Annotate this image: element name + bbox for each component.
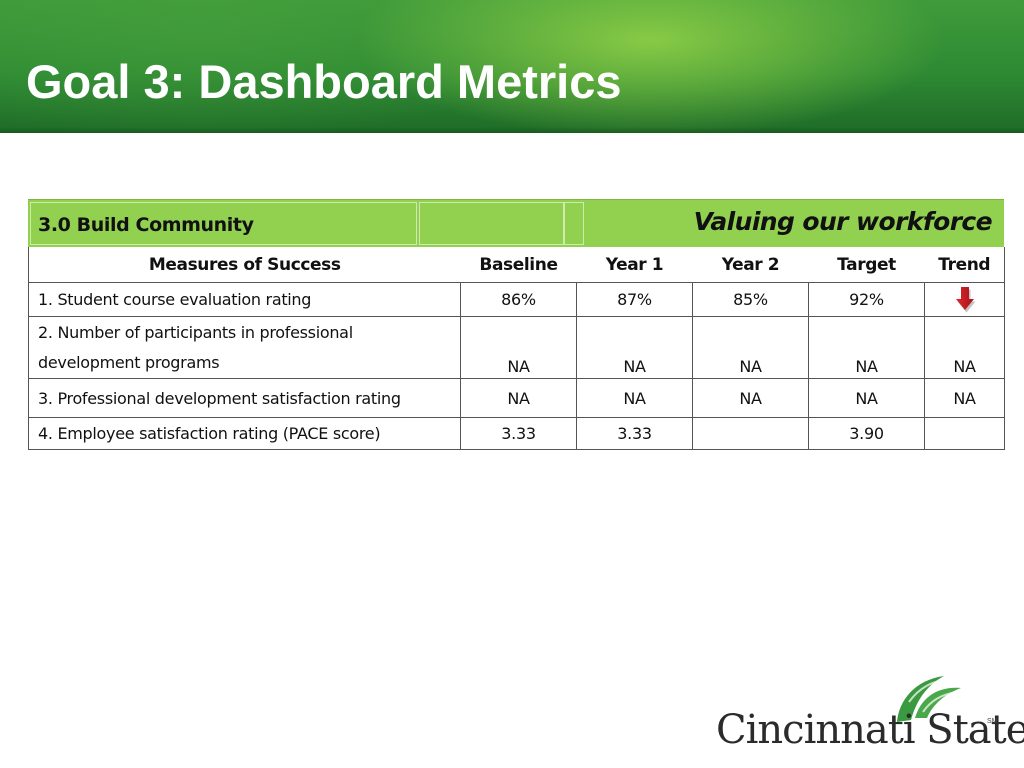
table-row: 1. Student course evaluation rating 86% … [28, 282, 1005, 317]
baseline-cell: NA [460, 378, 577, 418]
header-decor-box [419, 202, 564, 245]
year1-cell: NA [576, 316, 693, 379]
section-header: 3.0 Build Community Valuing our workforc… [28, 199, 1004, 247]
trend-cell [924, 282, 1005, 317]
slide-title: Goal 3: Dashboard Metrics [26, 55, 622, 108]
logo-wordmark: Cincinnati State [716, 707, 1024, 753]
measure-cell: 3. Professional development satisfaction… [28, 378, 461, 418]
year2-cell [692, 417, 809, 450]
baseline-cell: NA [460, 316, 577, 379]
title-banner: Goal 3: Dashboard Metrics [0, 0, 1024, 133]
column-header-target: Target [808, 247, 925, 283]
column-header-measures: Measures of Success [28, 247, 461, 283]
logo-service-mark: SM [987, 718, 998, 725]
leaves-icon [897, 676, 961, 722]
trend-cell: NA [924, 378, 1005, 418]
metrics-table-container: 3.0 Build Community Valuing our workforc… [28, 199, 1005, 450]
year1-cell: 87% [576, 282, 693, 317]
table-row: 4. Employee satisfaction rating (PACE sc… [28, 417, 1005, 450]
column-header-trend: Trend [924, 247, 1005, 283]
red-down-arrow-icon [955, 286, 975, 312]
year2-cell: NA [692, 316, 809, 379]
year2-cell: NA [692, 378, 809, 418]
year1-cell: NA [576, 378, 693, 418]
year1-cell: 3.33 [576, 417, 693, 450]
measure-cell: 1. Student course evaluation rating [28, 282, 461, 317]
table-row: 2. Number of participants in professiona… [28, 316, 1005, 379]
column-header-row: Measures of Success Baseline Year 1 Year… [28, 247, 1005, 283]
trend-cell: NA [924, 316, 1005, 379]
header-decor-box [564, 202, 584, 245]
metrics-table: Measures of Success Baseline Year 1 Year… [28, 247, 1005, 450]
column-header-baseline: Baseline [460, 247, 577, 283]
measure-cell: 2. Number of participants in professiona… [28, 316, 461, 379]
cincinnati-state-logo: Cincinnati State SM [714, 672, 1024, 756]
baseline-cell: 86% [460, 282, 577, 317]
table-row: 3. Professional development satisfaction… [28, 378, 1005, 418]
column-header-year1: Year 1 [576, 247, 693, 283]
section-title: 3.0 Build Community [38, 214, 254, 236]
trend-cell [924, 417, 1005, 450]
column-header-year2: Year 2 [692, 247, 809, 283]
year2-cell: 85% [692, 282, 809, 317]
target-cell: NA [808, 316, 925, 379]
header-decor-box [30, 202, 417, 245]
baseline-cell: 3.33 [460, 417, 577, 450]
target-cell: 3.90 [808, 417, 925, 450]
target-cell: NA [808, 378, 925, 418]
section-tagline: Valuing our workforce [693, 207, 993, 236]
measure-cell: 4. Employee satisfaction rating (PACE sc… [28, 417, 461, 450]
target-cell: 92% [808, 282, 925, 317]
